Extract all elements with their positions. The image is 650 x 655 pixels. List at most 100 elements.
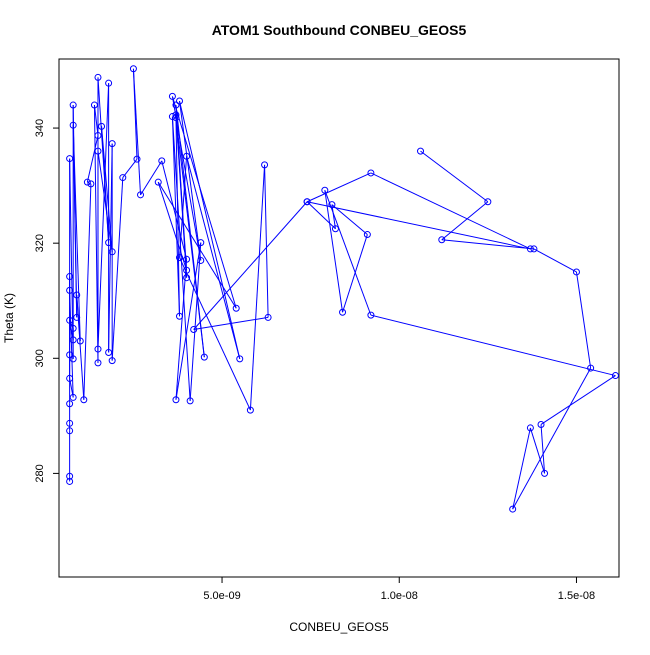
x-tick-label: 1.5e-08 (558, 590, 595, 602)
data-point (572, 268, 580, 276)
data-point (190, 326, 198, 334)
series-segment (111, 177, 124, 361)
data-point (73, 291, 81, 299)
series-segment (179, 257, 251, 411)
data-point (331, 225, 339, 233)
data-point (66, 472, 74, 480)
data-point (183, 274, 191, 282)
data-point (94, 359, 102, 367)
data-point (69, 393, 77, 401)
series-segment (249, 164, 266, 411)
series-segment (122, 158, 138, 178)
data-point (176, 312, 184, 320)
data-point (76, 337, 84, 345)
data-point (526, 245, 534, 253)
x-axis: 5.0e-09 1.0e-08 1.5e-08 (203, 577, 595, 602)
series-segment (171, 96, 237, 309)
data-point (105, 349, 113, 357)
x-tick-label: 1.0e-08 (381, 590, 418, 602)
series-segment (331, 204, 368, 235)
data-point (172, 114, 180, 122)
series-segment (533, 248, 577, 273)
series-segment (306, 201, 531, 250)
series-layer (66, 65, 619, 513)
data-point (172, 111, 180, 119)
data-point (69, 121, 77, 129)
series-segment (370, 172, 531, 250)
series-segment (175, 259, 188, 400)
data-point (94, 73, 102, 81)
series-segment (189, 242, 202, 401)
series-segment (83, 183, 92, 400)
data-point (108, 357, 116, 365)
data-point (197, 239, 205, 247)
data-point (417, 147, 425, 155)
series-segment (370, 314, 616, 377)
data-point (484, 198, 492, 206)
series-segment (179, 100, 202, 261)
data-point (108, 248, 116, 256)
data-point (197, 256, 205, 264)
chart-title: ATOM1 Southbound CONBEU_GEOS5 (212, 22, 467, 38)
series-segment (512, 427, 531, 510)
data-point (172, 396, 180, 404)
x-axis-label: CONBEU_GEOS5 (289, 620, 389, 634)
data-point (541, 469, 549, 477)
series-segment (186, 156, 241, 359)
data-point (158, 157, 166, 165)
data-point (69, 336, 77, 344)
data-point (66, 419, 74, 427)
data-point (94, 147, 102, 155)
series-segment (161, 160, 188, 260)
data-point (200, 353, 208, 361)
y-tick-label: 280 (34, 464, 46, 482)
data-point (87, 180, 95, 188)
data-point (168, 113, 176, 121)
data-point (137, 191, 145, 199)
plot-frame (58, 58, 620, 578)
data-point (328, 201, 336, 209)
series-segment (306, 172, 372, 203)
data-point (108, 140, 116, 148)
series-segment (420, 150, 489, 203)
series-segment (108, 143, 113, 353)
data-point (66, 286, 74, 294)
series-segment (540, 424, 546, 474)
series-segment (441, 239, 534, 250)
data-point (176, 254, 184, 262)
data-point (119, 174, 127, 182)
series-segment (86, 135, 99, 183)
data-point (66, 374, 74, 382)
series-segment (331, 204, 336, 229)
series-segment (529, 427, 546, 474)
y-tick-label: 320 (34, 234, 46, 252)
data-point (176, 97, 184, 105)
data-point (172, 101, 180, 109)
data-point (66, 316, 74, 324)
data-point (94, 345, 102, 353)
series-segment (306, 201, 336, 230)
series-segment (175, 117, 181, 317)
data-point (186, 397, 194, 405)
data-point (339, 308, 347, 316)
data-point (66, 400, 74, 408)
data-point (530, 245, 538, 253)
y-axis-label: Theta (K) (2, 293, 16, 343)
series-segment (97, 151, 113, 252)
data-point (363, 231, 371, 239)
data-point (168, 92, 176, 100)
series-segment (93, 104, 99, 136)
y-tick-label: 340 (34, 119, 46, 137)
series-segment (179, 100, 241, 359)
data-point (537, 420, 545, 428)
series-segment (324, 190, 344, 313)
series-segment (342, 234, 368, 313)
data-point (105, 79, 113, 87)
data-point (69, 324, 77, 332)
series-segment (193, 201, 308, 330)
x-tick-label: 5.0e-09 (203, 590, 240, 602)
data-point (66, 477, 74, 485)
series-segment (140, 160, 163, 196)
data-point (154, 178, 162, 186)
